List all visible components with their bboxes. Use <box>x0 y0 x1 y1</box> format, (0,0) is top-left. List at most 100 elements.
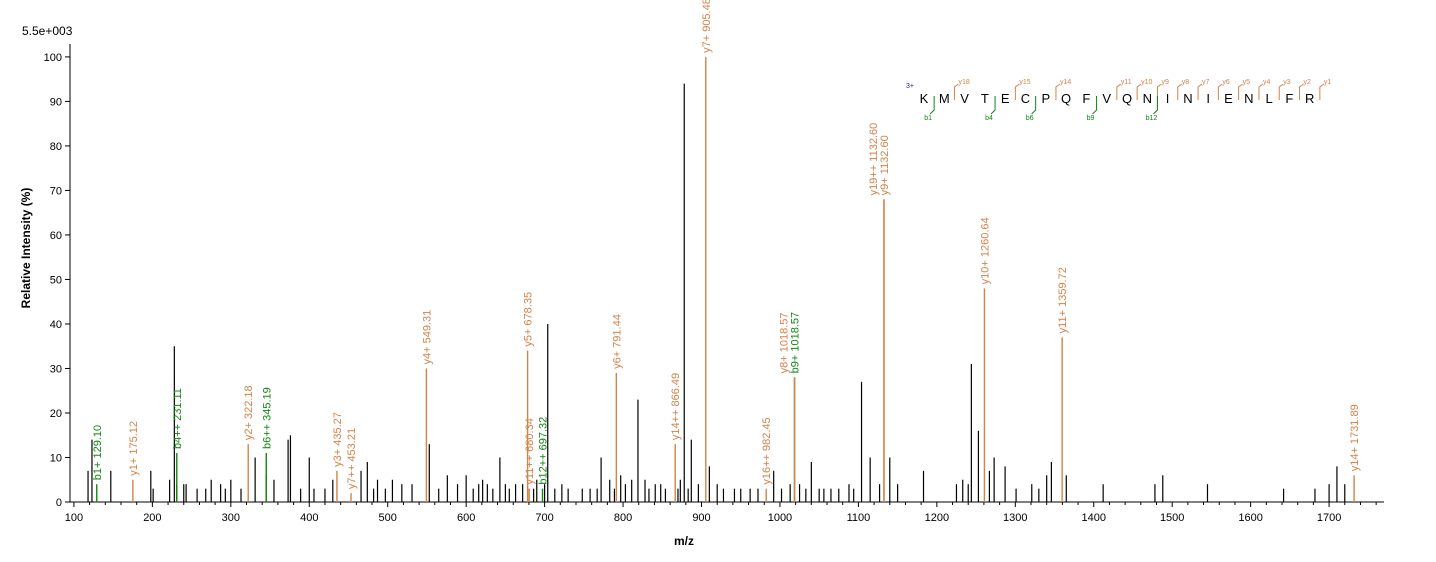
peak-labels: b1+ 129.10 y1+ 175.12 b4++ 231.11 y2+ 322.1… <box>92 0 1361 489</box>
y-ion-bracket <box>1238 83 1243 100</box>
sequence-residue: N <box>1143 91 1152 106</box>
y-tick-label: 50 <box>50 274 62 286</box>
y-ion-marker: y4 <box>1263 79 1271 86</box>
y-ion-bracket <box>953 83 959 100</box>
x-tick-label: 1400 <box>1082 512 1106 524</box>
y-tick-label: 60 <box>50 230 62 242</box>
y-tick-label: 70 <box>50 185 62 197</box>
y-ion-bracket <box>1177 83 1183 100</box>
x-tick-label: 1600 <box>1238 512 1262 524</box>
peak-label: y19++ 1132.60 <box>868 123 880 196</box>
sequence-residue: N <box>1183 91 1192 106</box>
peak-label: y8+ 1018.57 <box>779 312 791 373</box>
y-ion-bracket <box>1278 83 1284 100</box>
y-ion-marker: y5 <box>1243 79 1251 86</box>
peak-label: y4+ 549.31 <box>421 310 433 365</box>
y-ion-marker: y1 <box>1324 79 1332 86</box>
x-tick-label: 1700 <box>1317 512 1341 524</box>
peak-label: y1+ 175.12 <box>128 421 140 476</box>
sequence-residue: P <box>1041 91 1050 106</box>
y-tick-label: 100 <box>44 52 62 64</box>
peak-label: y9+ 1132.60 <box>879 135 891 195</box>
sequence-residue: E <box>1001 91 1010 106</box>
sequence-residue: F <box>1082 91 1090 106</box>
x-tick-label: 1000 <box>768 512 792 524</box>
y-tick-label: 90 <box>50 96 62 108</box>
x-tick-label: 1200 <box>925 512 949 524</box>
x-tick-label: 600 <box>457 512 475 524</box>
y-ion-bracket <box>1136 83 1142 100</box>
peak-label: y3+ 435.27 <box>332 412 344 467</box>
sequence-residue: I <box>1206 91 1210 106</box>
peak-label: y11++ 680.34 <box>524 418 536 484</box>
peak-label: y10+ 1260.64 <box>979 217 991 284</box>
y-ion-bracket <box>1197 83 1203 100</box>
y-tick-label: 80 <box>50 141 62 153</box>
y-ion-bracket <box>1116 83 1122 100</box>
x-tick-label: 500 <box>379 512 397 524</box>
y-ion-marker: y3 <box>1283 79 1291 86</box>
peak-label: b9+ 1018.57 <box>790 312 802 373</box>
y-tick-label: 0 <box>56 497 62 509</box>
x-tick-label: 300 <box>222 512 240 524</box>
sequence-residue: I <box>1166 91 1170 106</box>
peak-label: y5+ 678.35 <box>523 292 535 347</box>
sequence-residue: Q <box>1122 91 1132 106</box>
sequence-residue: T <box>981 91 989 106</box>
sequence-residue: V <box>960 91 969 106</box>
y-ion-marker: y15 <box>1019 79 1030 86</box>
peak-label: b12++ 697.32 <box>538 417 550 485</box>
y-ion-marker: y10 <box>1141 79 1152 86</box>
sequence-residue: C <box>1021 91 1030 106</box>
b-ion-bracket <box>1092 96 1098 115</box>
y-tick-label: 30 <box>50 363 62 375</box>
peak-label: y7++ 453.21 <box>346 428 358 489</box>
peak-label: y2+ 322.18 <box>243 385 255 440</box>
b-ion-marker: b4 <box>985 115 993 122</box>
y-ion-bracket <box>1156 83 1162 100</box>
peak-label: b4++ 231.11 <box>172 388 184 449</box>
x-tick-label: 800 <box>614 512 632 524</box>
sequence-residue: Q <box>1061 91 1071 106</box>
sequence-residue: V <box>1102 91 1111 106</box>
peak-label: y14+ 1731.89 <box>1349 404 1361 471</box>
sequence-residue: E <box>1224 91 1233 106</box>
peak-label: b6++ 345.19 <box>261 387 273 449</box>
x-tick-label: 200 <box>143 512 161 524</box>
b-ion-marker: b6 <box>1026 115 1034 122</box>
sequence-residue: L <box>1265 91 1272 106</box>
peak-label: y14++ 866.49 <box>670 373 682 440</box>
x-tick-label: 400 <box>300 512 318 524</box>
y-ion-bracket <box>1319 83 1325 100</box>
peak-label: y6+ 791.44 <box>611 314 623 369</box>
y-ion-marker: y9 <box>1161 79 1169 86</box>
b-ion-bracket <box>1031 96 1037 115</box>
sequence-residue: N <box>1244 91 1253 106</box>
y-ion-bracket <box>1217 83 1223 100</box>
x-tick-label: 900 <box>692 512 710 524</box>
b-ion-marker: b1 <box>924 115 932 122</box>
y-ion-marker: y14 <box>1060 79 1071 86</box>
sequence-residue: M <box>939 91 950 106</box>
b-ion-bracket <box>1153 96 1158 115</box>
peak-label: b1+ 129.10 <box>92 425 104 480</box>
y-ion-bracket <box>1014 83 1020 100</box>
y-tick-label: 40 <box>50 319 62 331</box>
y-ion-marker: y6 <box>1222 79 1230 86</box>
peak-label: y7+ 905.48 <box>701 0 713 53</box>
x-axis-title: m/z <box>674 534 694 548</box>
x-tick-label: 1500 <box>1160 512 1184 524</box>
charge-state: 3+ <box>906 83 914 90</box>
x-tick-label: 700 <box>535 512 553 524</box>
y-ion-marker: y11 <box>1121 79 1132 86</box>
b-ion-marker: b12 <box>1146 115 1158 122</box>
b-ion-bracket <box>990 96 996 115</box>
x-tick-label: 1100 <box>847 512 871 524</box>
y-ion-marker: y8 <box>1182 79 1190 86</box>
sequence-residue: R <box>1305 91 1314 106</box>
x-tick-label: 100 <box>65 512 83 524</box>
peak-label: y11+ 1359.72 <box>1057 267 1069 333</box>
sequence-residue: F <box>1285 91 1293 106</box>
peak-label: y16++ 982.45 <box>761 417 773 484</box>
